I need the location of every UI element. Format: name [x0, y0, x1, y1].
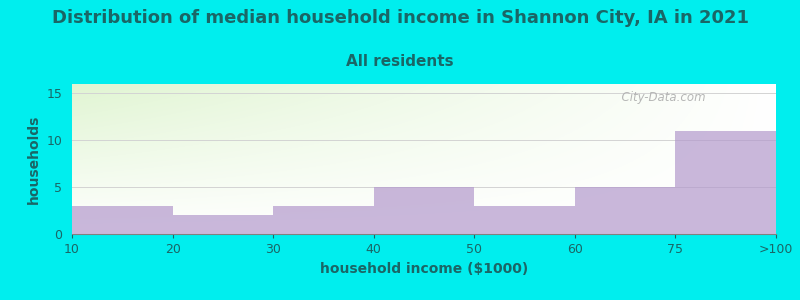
Bar	[575, 187, 675, 234]
Bar	[72, 206, 173, 234]
Bar	[273, 206, 374, 234]
Bar	[374, 187, 474, 234]
Text: Distribution of median household income in Shannon City, IA in 2021: Distribution of median household income …	[51, 9, 749, 27]
X-axis label: household income ($1000): household income ($1000)	[320, 262, 528, 276]
Text: All residents: All residents	[346, 54, 454, 69]
Bar	[474, 206, 575, 234]
Y-axis label: households: households	[27, 114, 41, 204]
Text: City-Data.com: City-Data.com	[614, 92, 706, 104]
Bar	[675, 131, 776, 234]
Bar	[173, 215, 273, 234]
